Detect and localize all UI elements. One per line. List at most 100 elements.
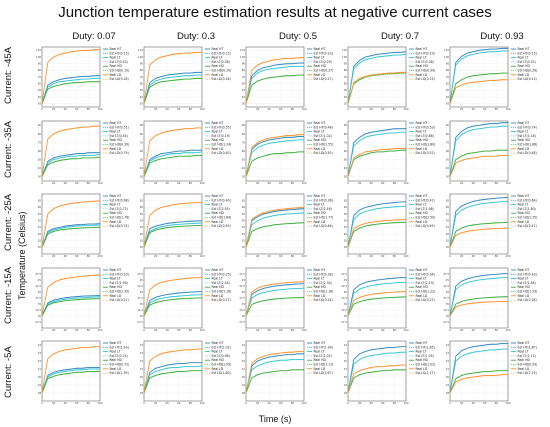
series-real-LD bbox=[41, 274, 101, 317]
y-tick-label: 60 bbox=[140, 82, 144, 86]
legend-entry: Real HT bbox=[110, 47, 122, 51]
series-real-HD bbox=[41, 298, 101, 317]
x-tick-label: 40 bbox=[370, 254, 374, 258]
legend-entry: Est HT(0.41) bbox=[416, 198, 435, 202]
x-tick-label: 60 bbox=[177, 107, 181, 111]
y-tick-label: 40 bbox=[446, 95, 450, 99]
y-tick-label: 42.5 bbox=[137, 284, 143, 288]
legend-entry: Real HT bbox=[416, 194, 428, 198]
legend-entry: Est HD(1.05) bbox=[212, 363, 232, 367]
y-tick-label: 28 bbox=[446, 391, 450, 395]
y-tick-label: 32 bbox=[446, 359, 450, 363]
x-tick-label: 20 bbox=[256, 328, 260, 332]
series-real-LD bbox=[449, 374, 508, 394]
legend-entry: Est LD(0.24) bbox=[314, 298, 333, 302]
legend-entry: Real HD bbox=[416, 285, 429, 289]
series-real-LD bbox=[245, 350, 304, 394]
series-real-HT bbox=[449, 342, 508, 394]
series-est-HD bbox=[245, 75, 304, 105]
series-real-LT bbox=[245, 65, 304, 104]
y-tick-label: 50 bbox=[38, 88, 42, 92]
legend-entry: Est LT(0.29) bbox=[314, 60, 332, 64]
x-tick-label: 100 bbox=[506, 328, 511, 332]
x-tick-label: 40 bbox=[268, 181, 272, 185]
legend-entry: Real HT bbox=[416, 47, 428, 51]
series-real-HT bbox=[449, 196, 509, 248]
series-real-LT bbox=[347, 351, 406, 394]
y-tick-label: 28 bbox=[344, 391, 348, 395]
series-est-HD bbox=[347, 296, 407, 317]
x-tick-label: 0 bbox=[41, 181, 43, 185]
series-est-LT bbox=[245, 288, 305, 317]
x-tick-label: 0 bbox=[41, 328, 43, 332]
legend-entry: Real LT bbox=[518, 277, 529, 281]
x-tick-label: 40 bbox=[64, 181, 68, 185]
legend-entry: Real HT bbox=[314, 47, 326, 51]
legend-entry: Real LD bbox=[314, 73, 326, 77]
x-tick-label: 80 bbox=[393, 254, 397, 258]
x-tick-label: 80 bbox=[87, 328, 91, 332]
series-real-LT bbox=[143, 294, 203, 317]
y-tick-label: 70 bbox=[140, 140, 144, 144]
legend-entry: Real LT bbox=[212, 56, 223, 60]
legend-entry: Real HT bbox=[416, 268, 428, 272]
x-tick-label: 20 bbox=[460, 328, 464, 332]
series-est-LD bbox=[347, 72, 406, 105]
y-tick-label: 30 bbox=[38, 314, 42, 318]
y-tick-label: 55 bbox=[446, 212, 450, 216]
legend-entry: Real HD bbox=[314, 285, 327, 289]
series-est-LD bbox=[449, 79, 508, 105]
series-est-LD bbox=[347, 291, 407, 317]
legend-entry: Real HT bbox=[110, 194, 122, 198]
y-tick-label: 50 bbox=[446, 88, 450, 92]
legend-entry: Real HT bbox=[314, 121, 326, 125]
series-real-HT bbox=[143, 71, 202, 104]
legend-entry: Real LD bbox=[416, 73, 428, 77]
series-real-LD bbox=[245, 134, 304, 177]
series-est-LT bbox=[245, 359, 304, 394]
y-tick-label: 33 bbox=[446, 351, 450, 355]
x-tick-label: 60 bbox=[75, 254, 79, 258]
legend-entry: Est HT(0.34) bbox=[416, 272, 435, 276]
series-real-LT bbox=[245, 212, 305, 248]
x-tick-label: 40 bbox=[166, 401, 170, 405]
series-real-HT bbox=[347, 51, 407, 104]
legend-entry: Real LT bbox=[518, 350, 529, 354]
x-tick-label: 60 bbox=[381, 181, 385, 185]
x-tick-label: 100 bbox=[506, 401, 511, 405]
y-tick-label: 45 bbox=[242, 278, 246, 282]
x-tick-label: 0 bbox=[347, 181, 349, 185]
series-real-HD bbox=[245, 296, 305, 317]
series-est-LD bbox=[449, 374, 508, 394]
y-tick-label: 65 bbox=[344, 199, 348, 203]
x-tick-label: 40 bbox=[268, 328, 272, 332]
legend-entry: Est LD(0.18) bbox=[110, 77, 129, 81]
series-est-HT bbox=[41, 75, 100, 105]
series-est-HT bbox=[143, 362, 202, 394]
y-tick-label: 47.5 bbox=[239, 272, 245, 276]
legend-entry: Est LT(1.11) bbox=[518, 354, 536, 358]
series-real-HT bbox=[41, 75, 100, 104]
legend-entry: Est HT(0.53) bbox=[416, 125, 435, 129]
legend-entry: Est HT(0.51) bbox=[110, 125, 129, 129]
x-tick-label: 60 bbox=[483, 181, 487, 185]
legend-entry: Est HT(0.74) bbox=[518, 125, 537, 129]
y-tick-label: 60 bbox=[38, 82, 42, 86]
series-est-HD bbox=[143, 297, 203, 317]
series-real-HD bbox=[41, 226, 101, 248]
legend-entry: Real HT bbox=[212, 194, 224, 198]
series-est-HT bbox=[143, 150, 202, 178]
series-est-HD bbox=[245, 222, 305, 248]
series-real-LD bbox=[143, 276, 203, 317]
x-tick-label: 60 bbox=[381, 254, 385, 258]
x-tick-label: 100 bbox=[404, 328, 409, 332]
legend-entry: Real HD bbox=[314, 358, 327, 362]
y-tick-label: 32.5 bbox=[137, 308, 143, 312]
x-tick-label: 0 bbox=[41, 254, 43, 258]
y-tick-label: 40 bbox=[242, 290, 246, 294]
legend-entry: Est HD(1.55) bbox=[314, 143, 334, 147]
y-tick-label: 50 bbox=[242, 157, 246, 161]
legend-entry: Real LT bbox=[110, 130, 121, 134]
y-tick-label: 30 bbox=[344, 375, 348, 379]
